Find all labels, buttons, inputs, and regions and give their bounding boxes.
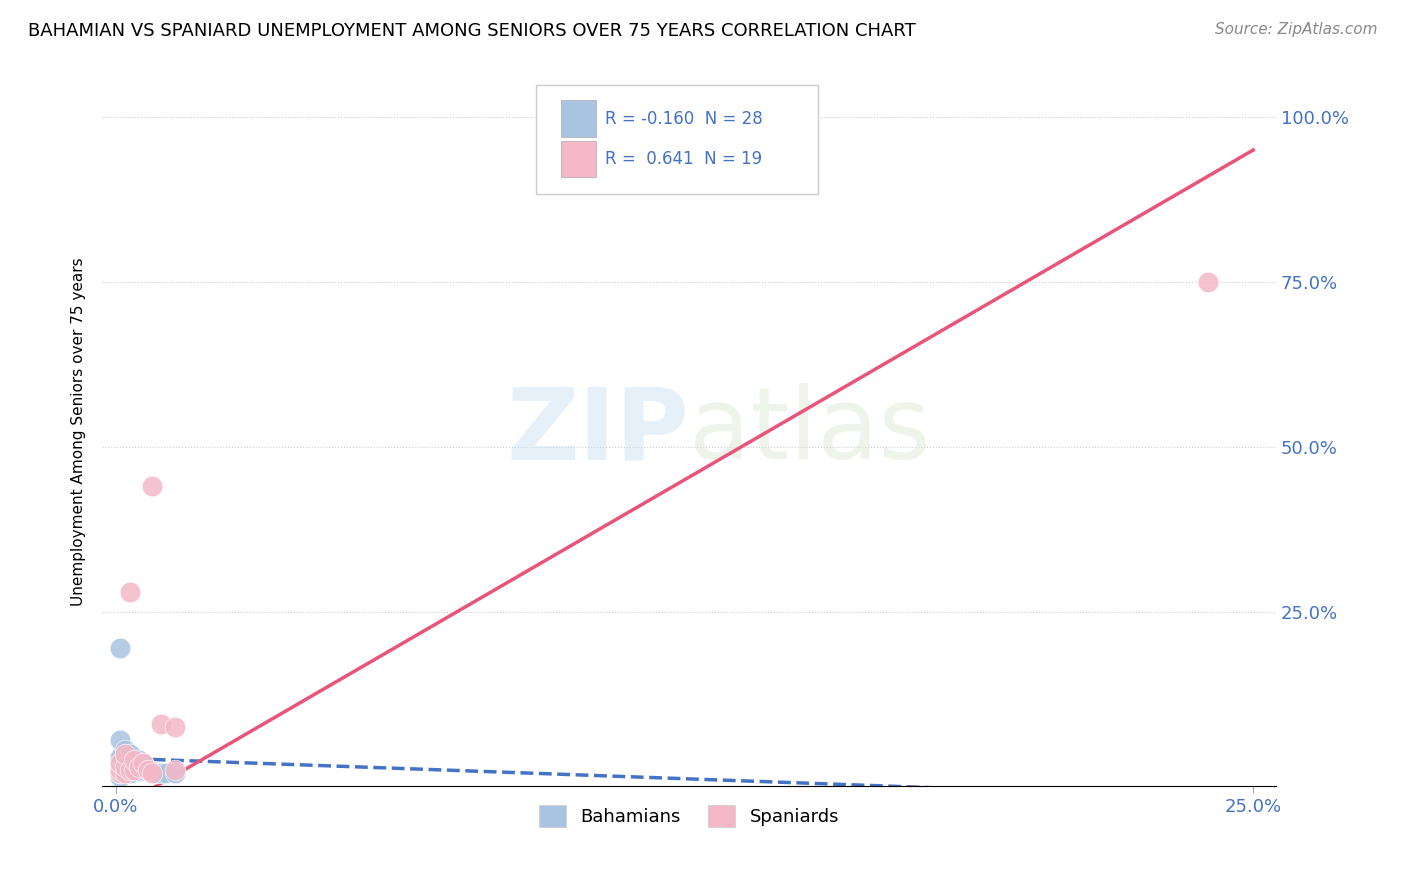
Point [110, 640, 132, 655]
Point [132, 756, 155, 771]
Point [118, 747, 141, 761]
Point [118, 753, 141, 767]
Point [114, 747, 136, 761]
Y-axis label: Unemployment Among Seniors over 75 years: Unemployment Among Seniors over 75 years [72, 258, 86, 607]
Point [110, 756, 132, 771]
FancyBboxPatch shape [561, 141, 596, 178]
Point [122, 763, 145, 777]
FancyBboxPatch shape [537, 85, 818, 194]
Point [114, 753, 136, 767]
Point [114, 760, 136, 774]
Point [110, 733, 132, 747]
Point [146, 766, 169, 780]
Point [114, 760, 136, 774]
Point [1197, 275, 1219, 289]
Point [122, 763, 145, 777]
Point [132, 763, 155, 777]
Point [122, 756, 145, 771]
Point [110, 749, 132, 764]
Point [128, 760, 150, 774]
Point [122, 753, 145, 767]
Point [150, 766, 173, 780]
Point [150, 716, 173, 731]
FancyBboxPatch shape [561, 100, 596, 137]
Point [163, 720, 186, 734]
Text: BAHAMIAN VS SPANIARD UNEMPLOYMENT AMONG SENIORS OVER 75 YEARS CORRELATION CHART: BAHAMIAN VS SPANIARD UNEMPLOYMENT AMONG … [28, 22, 915, 40]
Point [118, 585, 141, 599]
Point [141, 766, 163, 780]
Text: R =  0.641  N = 19: R = 0.641 N = 19 [605, 150, 762, 168]
Point [128, 764, 150, 779]
Legend: Bahamians, Spaniards: Bahamians, Spaniards [531, 797, 846, 834]
Text: atlas: atlas [689, 384, 931, 481]
Point [132, 756, 155, 771]
Point [110, 770, 132, 784]
Point [110, 763, 132, 777]
Point [128, 753, 150, 767]
Point [163, 763, 186, 777]
Point [110, 766, 132, 780]
Text: Source: ZipAtlas.com: Source: ZipAtlas.com [1215, 22, 1378, 37]
Point [114, 763, 136, 777]
Point [114, 766, 136, 780]
Point [155, 766, 177, 780]
Point [118, 766, 141, 780]
Point [141, 764, 163, 779]
Point [110, 756, 132, 771]
Point [114, 743, 136, 757]
Point [118, 760, 141, 774]
Point [136, 763, 159, 777]
Point [128, 760, 150, 774]
Text: R = -0.160  N = 28: R = -0.160 N = 28 [605, 110, 762, 128]
Text: ZIP: ZIP [506, 384, 689, 481]
Point [118, 763, 141, 777]
Point [110, 766, 132, 780]
Point [136, 763, 159, 777]
Point [141, 479, 163, 493]
Point [163, 766, 186, 780]
Point [110, 763, 132, 777]
